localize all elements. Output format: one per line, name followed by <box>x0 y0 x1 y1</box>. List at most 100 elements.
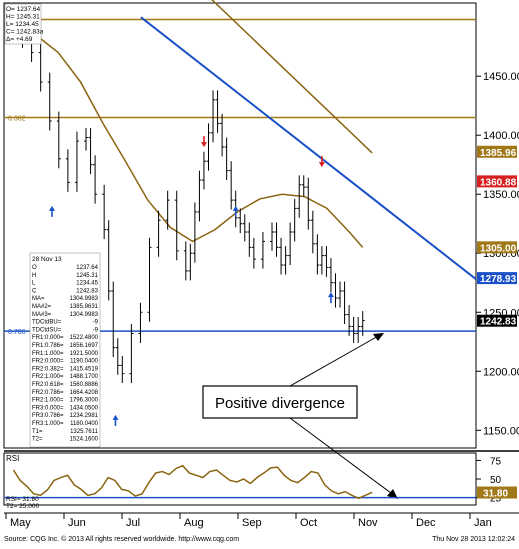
data-panel-label-14: FR2:1.000= <box>32 374 64 380</box>
data-panel-value-18: 1434.0500 <box>70 405 99 411</box>
annotation: Positive divergence <box>202 333 398 499</box>
td-arrow-down-0 <box>200 136 207 148</box>
data-panel-label-19: FR3:0.786= <box>32 413 64 419</box>
data-panel: 28 Nov 13 O 1237.64 H 1245.31 L 1234.45 C 1242.8… <box>29 252 101 448</box>
price-plot-frame <box>3 2 477 449</box>
data-panel-label-3: C <box>32 288 37 294</box>
x-label-8: Jan <box>474 517 492 529</box>
annotation-box <box>202 385 358 419</box>
data-panel-label-1: H <box>32 273 36 279</box>
x-label-0: May <box>10 517 31 529</box>
y-tick-label-6: 1450.00 <box>483 71 519 83</box>
price-label-box-4 <box>477 314 517 327</box>
data-panel-value-17: 1796.3000 <box>70 398 99 404</box>
data-panel-value-15: 1560.8886 <box>70 382 99 388</box>
data-panel-value-20: 1180.0400 <box>70 421 99 427</box>
y-tick-label-1: 1200.00 <box>483 366 519 378</box>
rsi-current-label: 31.80 <box>483 489 508 500</box>
ohlc-line-2: L= 1234.45 <box>6 21 39 28</box>
data-panel-label-9: FR1:0.000= <box>32 335 64 341</box>
price-label-box-0 <box>477 145 517 158</box>
td-arrow-up-2 <box>232 205 239 217</box>
data-panel-value-4: 1304.9983 <box>70 296 99 302</box>
hline-label-1: 0.382 <box>8 115 26 122</box>
td-arrow-up-3 <box>327 292 334 304</box>
data-panel-value-5: 1385.9631 <box>70 304 99 310</box>
data-panel-value-7: -9 <box>93 320 99 326</box>
rsi-label: RSI <box>6 454 19 463</box>
trendline-1 <box>211 0 373 154</box>
y-tick-label-5: 1400.00 <box>483 130 519 142</box>
td-arrow-up-1 <box>112 414 119 426</box>
x-label-7: Dec <box>416 517 436 529</box>
data-panel-label-13: FR2:0.382= <box>32 366 64 372</box>
price-label-box-2 <box>477 241 517 254</box>
annotation-arrowhead-price <box>373 333 384 341</box>
annotation-arrow-rsi <box>289 417 396 497</box>
data-panel-value-9: 1522.4800 <box>70 335 99 341</box>
data-panel-value-19: 1234.2981 <box>70 413 99 419</box>
moving-average-0 <box>12 16 364 248</box>
ohlc-line-0: O= 1237.64 <box>6 6 41 13</box>
price-label-box-3 <box>477 272 517 285</box>
data-panel-value-10: 1656.1697 <box>70 343 99 349</box>
data-panel-label-17: FR2:1.000= <box>32 398 64 404</box>
data-panel-label-21: T1= <box>32 429 43 435</box>
data-panel-label-10: FR1:0.786= <box>32 343 64 349</box>
price-label-3: 1278.93 <box>480 274 517 285</box>
data-panel-date: 28 Nov 13 <box>32 256 62 263</box>
td-arrow-up-0 <box>48 205 55 217</box>
data-panel-label-12: FR2:0.000= <box>32 359 64 365</box>
td-arrow-down-1 <box>318 156 325 168</box>
price-label-1: 1360.88 <box>480 177 517 188</box>
data-panel-value-11: 1921.5000 <box>70 351 99 357</box>
x-label-5: Oct <box>300 517 317 529</box>
data-panel-label-18: FR3:0.000= <box>32 405 64 411</box>
data-panel-label-7: TDCtdBU= <box>32 320 62 326</box>
x-label-6: Nov <box>358 517 378 529</box>
x-label-3: Aug <box>184 517 204 529</box>
data-panel-label-11: FR1:1.000= <box>32 351 64 357</box>
data-panel-label-22: T2= <box>32 437 43 443</box>
data-panel-label-2: L <box>32 281 36 287</box>
data-panel-value-8: -9 <box>93 327 99 333</box>
annotation-arrow-price <box>289 334 381 387</box>
data-panel-value-22: 1524.1600 <box>70 437 99 443</box>
hline-label-2: 0.786 <box>8 329 26 336</box>
price-label-box-1 <box>477 175 517 188</box>
data-panel-value-21: 1325.7611 <box>70 429 99 435</box>
rsi-current-box <box>477 486 517 499</box>
data-panel-label-16: FR2:0.786= <box>32 390 64 396</box>
data-panel-value-12: 1190.0400 <box>70 359 99 365</box>
data-panel-value-6: 1304.9983 <box>70 312 99 318</box>
data-panel-label-0: O <box>32 265 37 271</box>
data-panel-bg <box>29 252 101 448</box>
rsi-tick-label-2: 75 <box>490 456 502 467</box>
data-panel-label-20: FR3:1.000= <box>32 421 64 427</box>
ohlc-box: O= 1237.64H= 1245.31L= 1234.45C= 1242.83… <box>4 3 44 45</box>
ohlc-line-1: H= 1245.31 <box>6 14 40 21</box>
price-label-2: 1305.00 <box>480 243 517 254</box>
y-tick-label-0: 1150.00 <box>483 425 519 437</box>
footer-source: Source: CQG Inc. © 2013 All rights reser… <box>4 535 239 543</box>
ohlc-box-bg <box>4 3 42 45</box>
data-panel-value-3: 1242.83 <box>76 288 98 294</box>
data-panel-value-2: 1234.45 <box>76 281 98 287</box>
trendline-0 <box>140 16 477 280</box>
price-label-0: 1385.96 <box>480 148 517 159</box>
y-tick-label-4: 1350.00 <box>483 189 519 201</box>
x-label-4: Sep <box>242 517 262 529</box>
data-panel-value-1: 1245.31 <box>76 273 98 279</box>
ohlc-line-3: C= 1242.83a <box>6 29 44 36</box>
rsi-tick-label-0: 25 <box>490 494 502 505</box>
rsi-readout-1: T2= 25.000 <box>6 503 39 510</box>
data-panel-value-13: 1415.4519 <box>70 366 99 372</box>
annotation-text: Positive divergence <box>215 395 345 412</box>
rsi-tick-label-1: 50 <box>490 475 502 486</box>
data-panel-label-15: FR2:0.618= <box>32 382 64 388</box>
x-label-1: Jun <box>68 517 86 529</box>
data-panel-label-5: MA#2= <box>32 304 52 310</box>
data-panel-value-16: 1664.4208 <box>70 390 99 396</box>
